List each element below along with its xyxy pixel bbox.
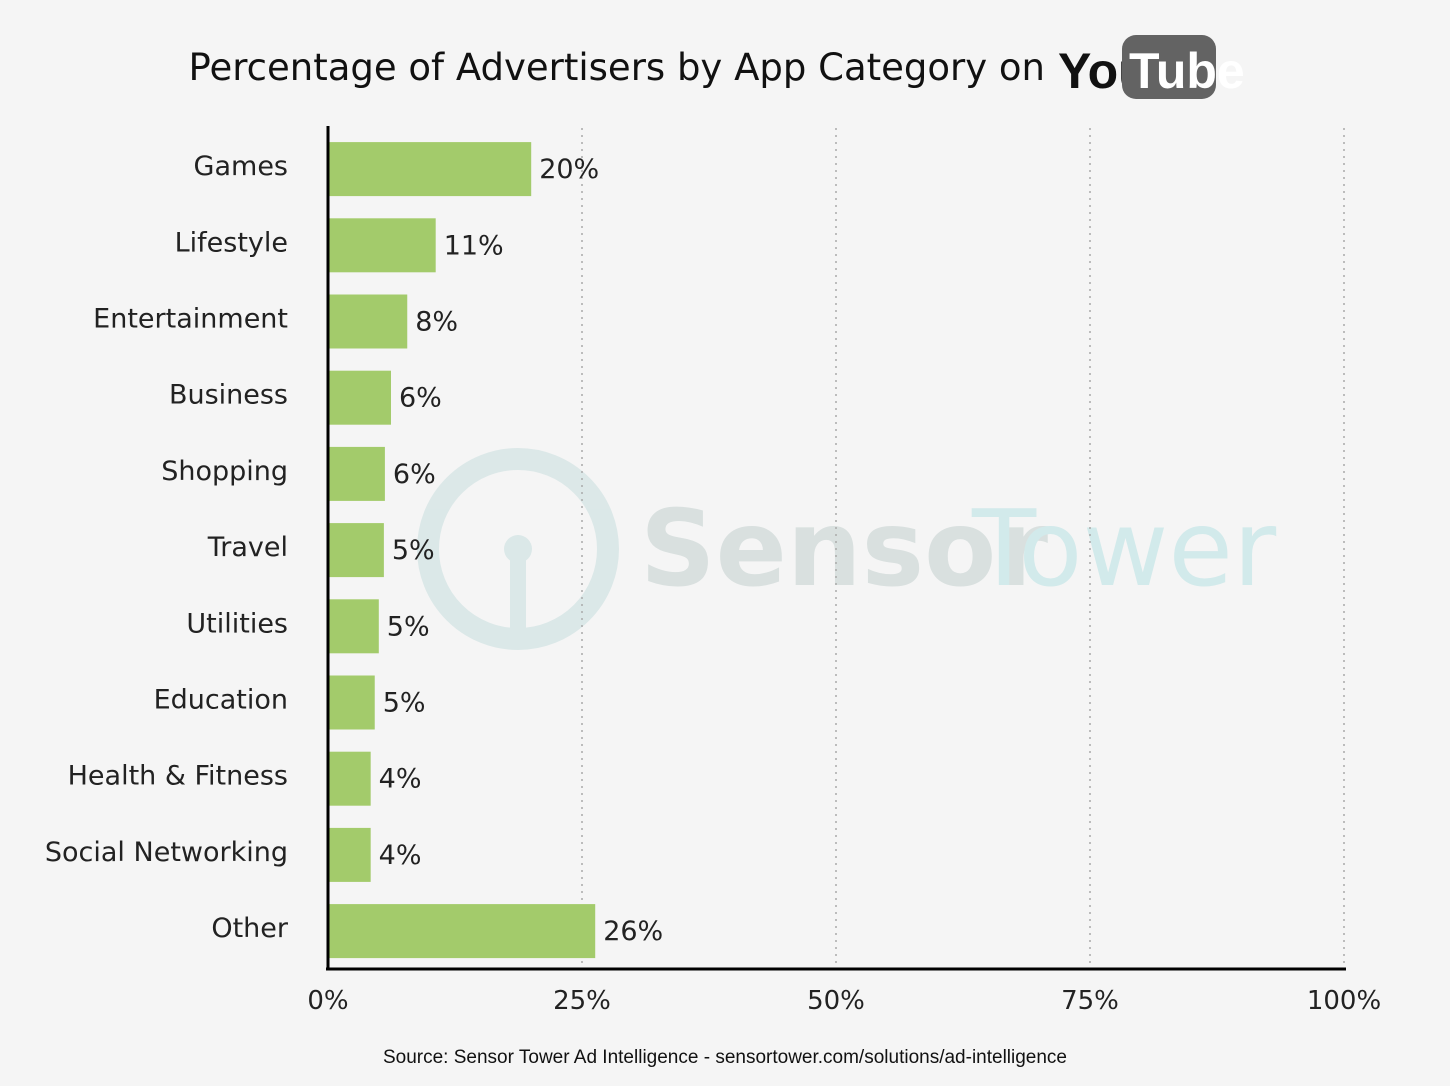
bar bbox=[329, 599, 379, 654]
source-note: Source: Sensor Tower Ad Intelligence - s… bbox=[383, 1047, 1067, 1068]
youtube-logo: You Tube bbox=[1058, 35, 1245, 99]
value-labels: 20% 11% 8% 6% 6% 5% 5% 5% 4% 4% 26% bbox=[379, 154, 664, 947]
value-label: 20% bbox=[539, 154, 599, 185]
grid-lines bbox=[581, 128, 1345, 968]
x-tick-labels: 0% 25% 50% 75% 100% bbox=[307, 986, 1381, 1016]
x-tick-label: 75% bbox=[1061, 986, 1119, 1016]
youtube-logo-tube-badge bbox=[1122, 35, 1216, 99]
watermark-tower: Tower bbox=[971, 488, 1277, 610]
bar bbox=[329, 142, 532, 197]
category-label: Entertainment bbox=[93, 304, 288, 335]
bar bbox=[329, 523, 384, 578]
category-label: Utilities bbox=[186, 608, 288, 639]
watermark-stem-icon bbox=[510, 549, 526, 639]
category-label: Social Networking bbox=[45, 837, 288, 868]
category-label: Business bbox=[169, 380, 288, 411]
youtube-logo-tube: Tube bbox=[1129, 43, 1245, 99]
x-tick-label: 0% bbox=[307, 986, 348, 1016]
value-label: 26% bbox=[603, 916, 663, 947]
category-label: Other bbox=[211, 913, 289, 944]
x-tick-label: 25% bbox=[553, 986, 611, 1016]
value-label: 4% bbox=[379, 840, 422, 871]
category-label: Shopping bbox=[161, 456, 288, 487]
bar bbox=[329, 675, 375, 730]
bar bbox=[329, 751, 371, 806]
value-label: 6% bbox=[393, 459, 436, 490]
x-tick-label: 50% bbox=[807, 986, 865, 1016]
value-label: 11% bbox=[444, 230, 504, 261]
bars bbox=[329, 142, 596, 959]
sensor-tower-watermark: Sensor Tower bbox=[417, 448, 1277, 650]
value-label: 5% bbox=[387, 611, 430, 642]
bar bbox=[329, 446, 385, 501]
bar bbox=[329, 827, 371, 882]
bar bbox=[329, 904, 596, 959]
category-label: Education bbox=[154, 685, 288, 716]
value-label: 5% bbox=[392, 535, 435, 566]
value-label: 6% bbox=[399, 383, 442, 414]
value-label: 4% bbox=[379, 764, 422, 795]
category-label: Health & Fitness bbox=[68, 761, 288, 792]
bar bbox=[329, 370, 391, 425]
value-label: 8% bbox=[415, 307, 458, 338]
bar bbox=[329, 218, 436, 273]
watermark-sensor: Sensor bbox=[640, 488, 1048, 610]
category-label: Travel bbox=[207, 532, 288, 563]
category-label: Games bbox=[194, 151, 288, 182]
bar bbox=[329, 294, 408, 349]
category-label: Lifestyle bbox=[175, 227, 288, 258]
value-label: 5% bbox=[383, 688, 426, 719]
chart-title: Percentage of Advertisers by App Categor… bbox=[189, 46, 1045, 89]
x-tick-label: 100% bbox=[1307, 986, 1381, 1016]
category-labels: Games Lifestyle Entertainment Business Shopp… bbox=[45, 151, 289, 944]
